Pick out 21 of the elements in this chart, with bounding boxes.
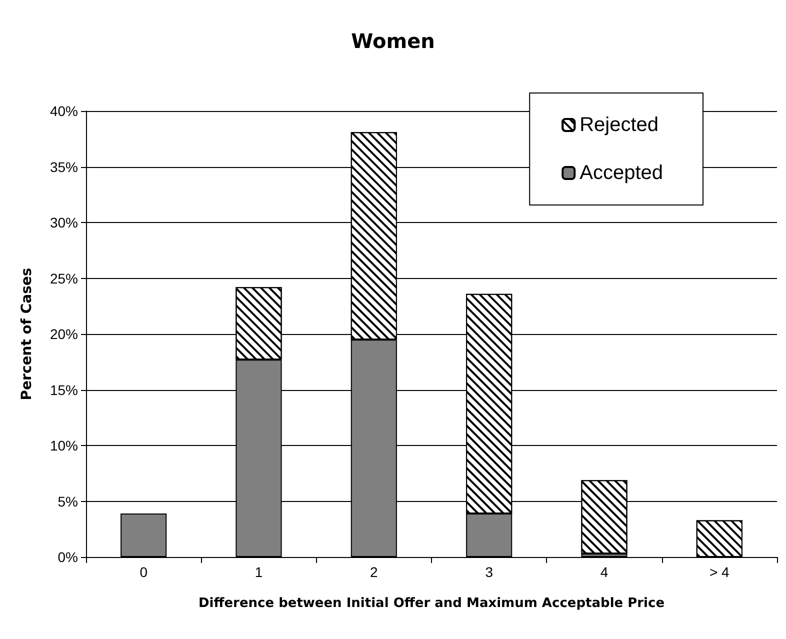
y-tick-label: 15% (50, 382, 78, 398)
x-tick-label: 4 (600, 564, 608, 580)
x-tick-label: 0 (140, 564, 148, 580)
x-axis-title: Difference between Initial Offer and Maximum Acceptable Price (198, 596, 665, 611)
y-tick-label: 25% (50, 270, 78, 286)
x-tick-label: > 4 (709, 564, 730, 580)
x-tick-label: 2 (370, 564, 378, 580)
y-tick-label: 0% (58, 549, 78, 565)
y-tick-label: 35% (50, 158, 78, 175)
x-tick-label: 1 (254, 564, 263, 580)
legend-label: Accepted (580, 162, 663, 184)
bar (120, 514, 167, 557)
y-tick-label: 40% (50, 103, 78, 119)
y-axis-title: Percent of Cases (19, 268, 35, 400)
y-tick-label: 5% (58, 493, 78, 510)
y-tick-label: 20% (50, 326, 78, 342)
x-tick-label: 3 (485, 564, 494, 580)
y-tick-label: 10% (50, 438, 78, 454)
legend-label: Rejected (580, 114, 659, 136)
y-tick-label: 30% (50, 214, 78, 230)
chart-title: Women (351, 29, 435, 53)
